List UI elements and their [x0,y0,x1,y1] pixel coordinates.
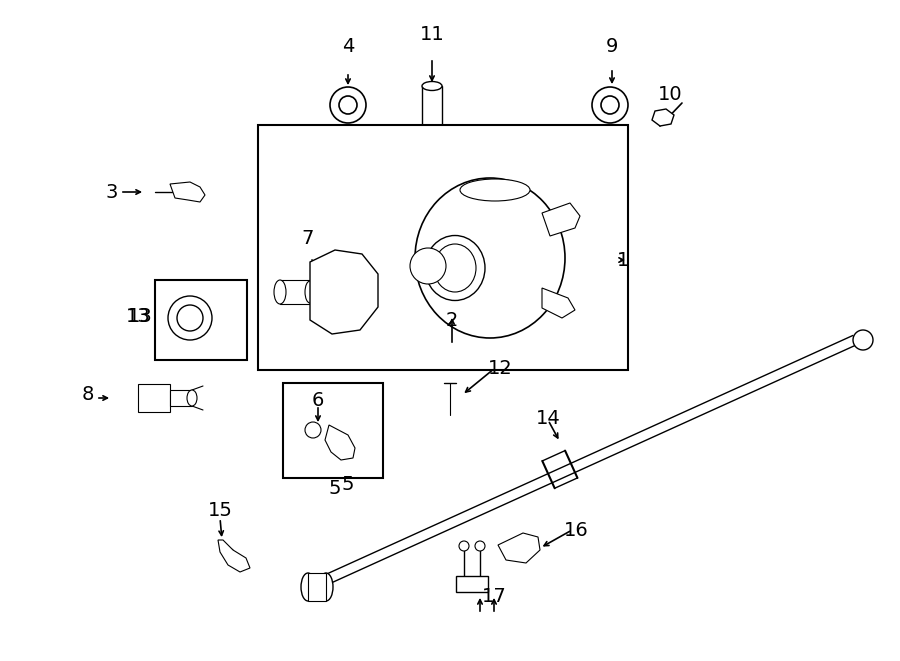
Ellipse shape [274,280,286,304]
Circle shape [459,541,469,551]
Circle shape [853,330,873,350]
Polygon shape [498,533,540,563]
Circle shape [177,305,203,331]
Text: 3: 3 [106,182,118,202]
Circle shape [601,96,619,114]
Text: 17: 17 [482,586,507,605]
Bar [308,573,326,601]
Text: 5: 5 [342,475,355,494]
Polygon shape [170,182,205,202]
Ellipse shape [422,81,442,91]
Polygon shape [218,540,250,572]
Text: 14: 14 [536,408,561,428]
Bar [155,280,247,360]
Circle shape [330,87,366,123]
Circle shape [592,87,628,123]
Circle shape [339,96,357,114]
Bar [456,576,488,592]
Circle shape [410,248,446,284]
Circle shape [355,267,365,277]
Polygon shape [542,203,580,236]
Bar [280,280,310,304]
Ellipse shape [319,573,333,601]
Text: 5: 5 [328,479,341,498]
Ellipse shape [305,281,315,303]
Circle shape [305,422,321,438]
Polygon shape [652,109,674,126]
Circle shape [475,541,485,551]
Text: 7: 7 [302,229,314,247]
Text: 13: 13 [126,307,150,325]
Circle shape [334,282,354,302]
Polygon shape [325,425,355,460]
Ellipse shape [434,244,476,292]
Text: 15: 15 [208,500,232,520]
Ellipse shape [460,179,530,201]
Text: 11: 11 [419,26,445,44]
Text: 2: 2 [446,311,458,329]
Bar [258,125,628,370]
Text: 4: 4 [342,38,355,56]
Text: 8: 8 [82,385,94,405]
Bar [422,86,442,130]
Ellipse shape [415,178,565,338]
Ellipse shape [187,390,197,406]
Polygon shape [310,250,378,334]
Bar [283,383,383,478]
Bar [138,384,170,412]
Ellipse shape [422,126,442,134]
Circle shape [315,267,325,277]
Text: 1: 1 [616,251,629,270]
Text: 6: 6 [311,391,324,410]
Circle shape [315,307,325,317]
Text: 13: 13 [128,307,152,325]
Text: 10: 10 [658,85,682,104]
Text: 9: 9 [606,38,618,56]
Circle shape [326,274,362,310]
Ellipse shape [425,235,485,301]
Text: 16: 16 [563,520,589,539]
Text: 12: 12 [488,358,512,377]
Circle shape [355,307,365,317]
Bar [170,390,192,406]
Ellipse shape [301,573,315,601]
Circle shape [168,296,212,340]
Polygon shape [542,288,575,318]
